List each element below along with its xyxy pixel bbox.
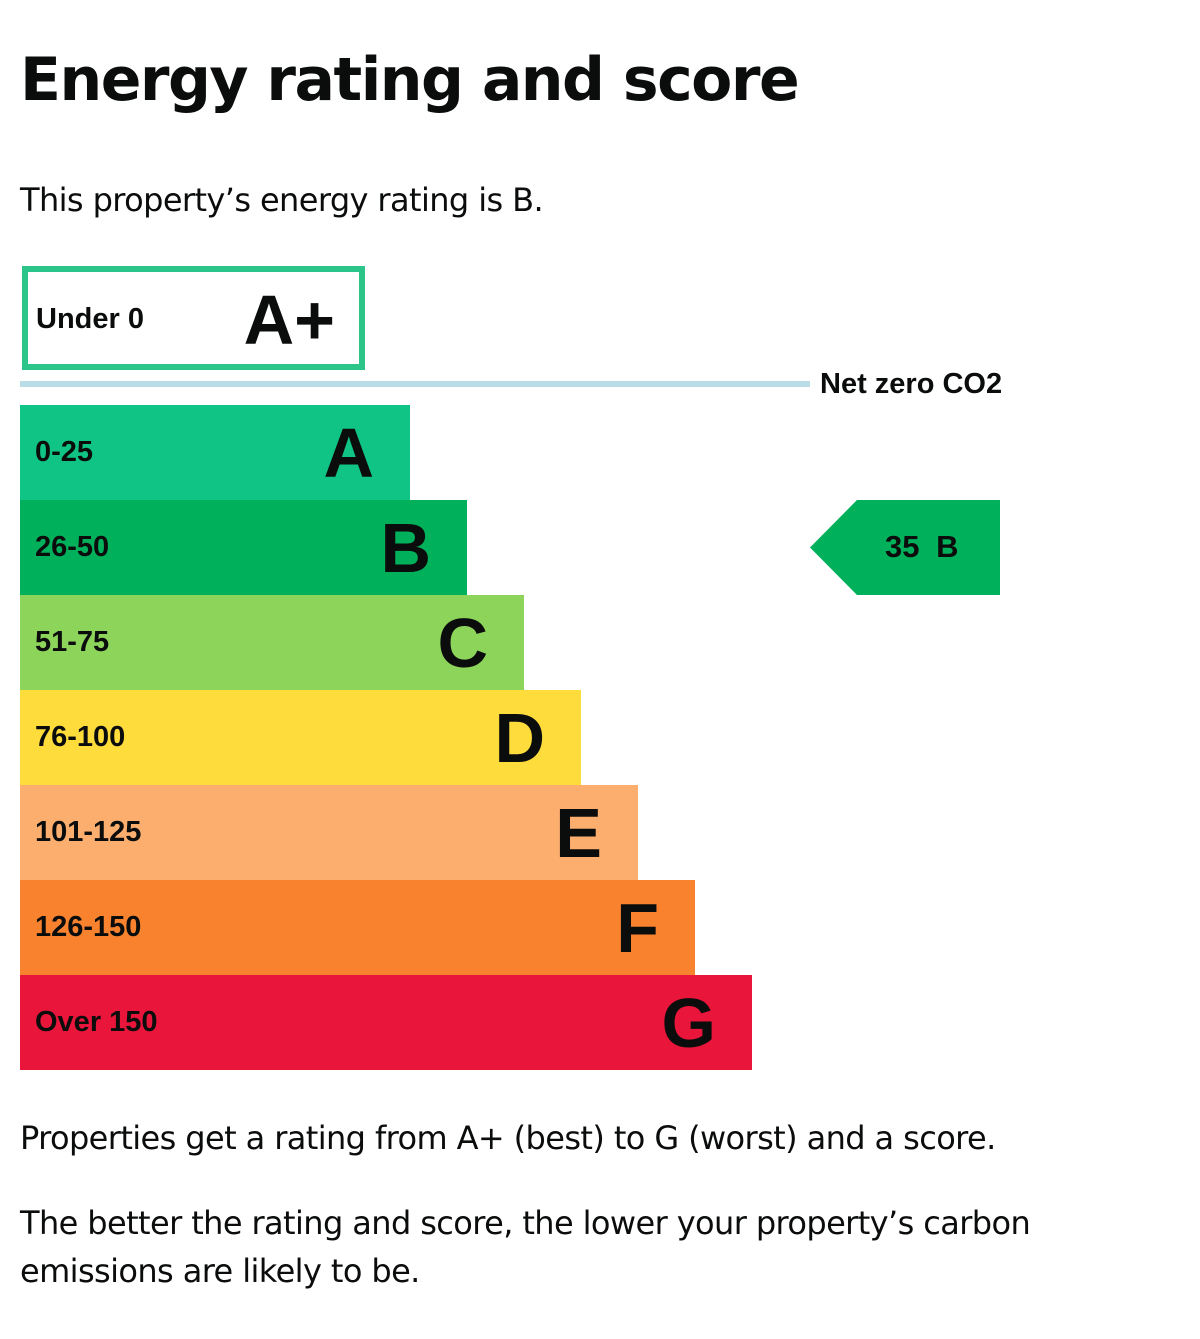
band-c: 51-75 C bbox=[20, 595, 524, 690]
band-aplus: Under 0 A+ bbox=[22, 266, 365, 370]
current-rating-label: 35 B bbox=[885, 529, 959, 564]
net-zero-label: Net zero CO2 bbox=[820, 368, 1003, 400]
band-letter: F bbox=[616, 889, 659, 967]
band-letter: B bbox=[380, 509, 431, 587]
rating-summary: This property’s energy rating is B. bbox=[20, 181, 544, 219]
current-rating-marker: 35 B bbox=[810, 500, 1000, 595]
band-letter: E bbox=[555, 794, 602, 872]
band-range-label: 0-25 bbox=[35, 436, 94, 468]
band-a: 0-25 A bbox=[20, 405, 410, 500]
band-b: 26-50 B bbox=[20, 500, 467, 595]
band-d: 76-100 D bbox=[20, 690, 581, 785]
band-e: 101-125 E bbox=[20, 785, 638, 880]
net-zero-line bbox=[20, 381, 810, 387]
band-range-label: 26-50 bbox=[35, 531, 110, 563]
band-letter: G bbox=[661, 984, 716, 1062]
band-letter: A bbox=[323, 414, 374, 492]
band-range-label: 101-125 bbox=[35, 816, 142, 848]
band-g: Over 150 G bbox=[20, 975, 752, 1070]
band-range-label: Under 0 bbox=[36, 303, 144, 335]
band-range-label: Over 150 bbox=[35, 1006, 158, 1038]
band-f: 126-150 F bbox=[20, 880, 695, 975]
band-range-label: 51-75 bbox=[35, 626, 110, 658]
page-title: Energy rating and score bbox=[20, 45, 800, 115]
band-letter: D bbox=[494, 699, 545, 777]
band-letter: A+ bbox=[243, 281, 335, 359]
band-range-label: 126-150 bbox=[35, 911, 142, 943]
rating-explanation: Properties get a rating from A+ (best) t… bbox=[20, 1119, 996, 1157]
carbon-emissions-note: The better the rating and score, the low… bbox=[20, 1204, 1031, 1290]
band-range-label: 76-100 bbox=[35, 721, 126, 753]
band-letter: C bbox=[437, 604, 488, 682]
